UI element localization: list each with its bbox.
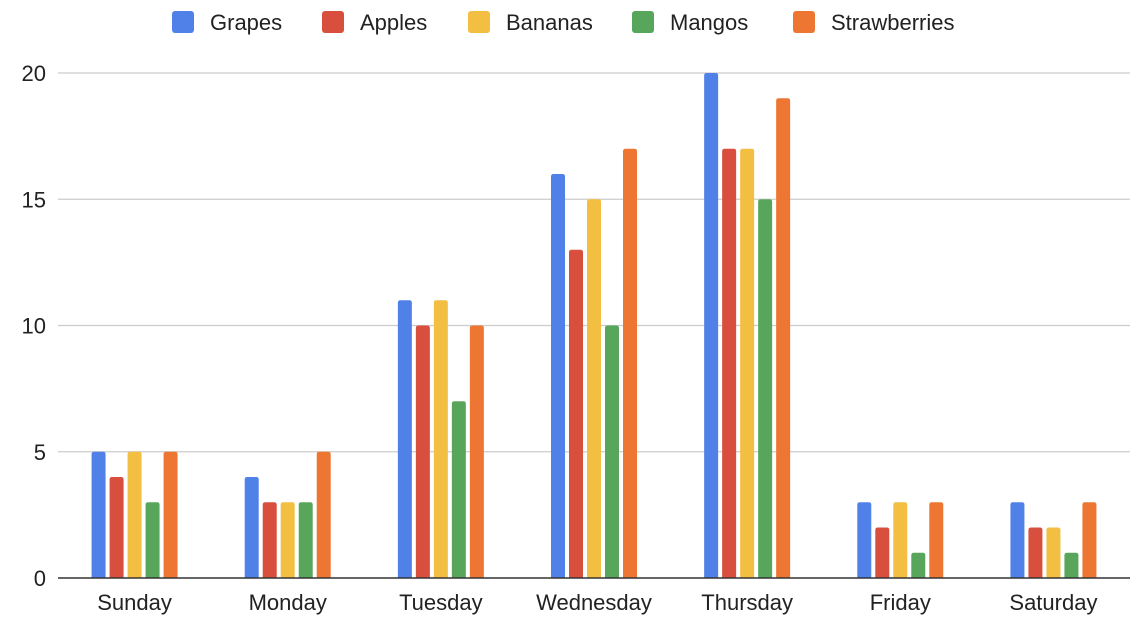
- bar-mangos-saturday: [1064, 552, 1079, 578]
- legend-swatch: [322, 11, 344, 33]
- legend-item-mangos: Mangos: [632, 10, 748, 35]
- bar-bananas-monday: [280, 502, 295, 578]
- bar-strawberries-tuesday: [469, 325, 484, 578]
- legend-item-strawberries: Strawberries: [793, 10, 954, 35]
- bar-apples-tuesday: [415, 325, 430, 578]
- bar-apples-thursday: [722, 148, 737, 578]
- bar-apples-sunday: [109, 477, 124, 578]
- y-tick-label: 20: [22, 61, 46, 86]
- bar-grapes-thursday: [704, 73, 719, 578]
- y-tick-label: 15: [22, 187, 46, 212]
- bar-group-monday: [244, 451, 331, 578]
- x-tick-label: Friday: [870, 590, 931, 615]
- bar-strawberries-thursday: [776, 98, 791, 578]
- x-tick-label: Saturday: [1009, 590, 1097, 615]
- bar-mangos-friday: [911, 552, 926, 578]
- bar-apples-wednesday: [569, 249, 583, 578]
- bar-bananas-tuesday: [433, 300, 448, 578]
- bar-grapes-wednesday: [551, 174, 565, 578]
- legend-label: Grapes: [210, 10, 282, 35]
- bar-apples-friday: [875, 527, 890, 578]
- bar-bananas-friday: [893, 502, 908, 578]
- legend-item-bananas: Bananas: [468, 10, 593, 35]
- bar-grapes-sunday: [91, 451, 106, 578]
- legend-swatch: [468, 11, 490, 33]
- bar-strawberries-saturday: [1082, 502, 1097, 578]
- bar-grapes-saturday: [1010, 502, 1025, 578]
- bar-mangos-thursday: [758, 199, 773, 578]
- bar-group-thursday: [704, 73, 791, 578]
- bar-group-saturday: [1010, 502, 1097, 578]
- legend-item-grapes: Grapes: [172, 10, 282, 35]
- legend-swatch: [172, 11, 194, 33]
- y-tick-label: 10: [22, 314, 46, 339]
- x-tick-label: Wednesday: [536, 590, 652, 615]
- bar-strawberries-monday: [316, 451, 331, 578]
- bar-bananas-thursday: [740, 148, 755, 578]
- bar-group-friday: [857, 502, 944, 578]
- x-tick-label: Sunday: [97, 590, 172, 615]
- legend-label: Mangos: [670, 10, 748, 35]
- legend-swatch: [793, 11, 815, 33]
- bar-strawberries-wednesday: [623, 148, 637, 578]
- bar-grapes-monday: [244, 477, 259, 578]
- y-axis-tick-labels: 0 5 10 15 20: [22, 61, 46, 591]
- legend: Grapes Apples Bananas Mangos Strawberries: [172, 10, 954, 35]
- bar-mangos-monday: [298, 502, 313, 578]
- legend-label: Strawberries: [831, 10, 954, 35]
- bar-bananas-saturday: [1046, 527, 1061, 578]
- bar-bananas-wednesday: [587, 199, 601, 578]
- x-tick-label: Thursday: [701, 590, 793, 615]
- bar-group-tuesday: [397, 300, 484, 578]
- bar-apples-saturday: [1028, 527, 1043, 578]
- bar-group-sunday: [91, 451, 178, 578]
- legend-label: Apples: [360, 10, 427, 35]
- x-tick-label: Monday: [249, 590, 327, 615]
- legend-item-apples: Apples: [322, 10, 427, 35]
- legend-label: Bananas: [506, 10, 593, 35]
- bar-strawberries-sunday: [163, 451, 178, 578]
- bar-group-wednesday: [551, 148, 637, 578]
- bar-bananas-sunday: [127, 451, 142, 578]
- legend-swatch: [632, 11, 654, 33]
- bar-apples-monday: [262, 502, 277, 578]
- bar-grapes-friday: [857, 502, 872, 578]
- bar-mangos-sunday: [145, 502, 160, 578]
- x-tick-label: Tuesday: [399, 590, 483, 615]
- x-axis-tick-labels: Sunday Monday Tuesday Wednesday Thursday Frid…: [97, 590, 1097, 615]
- bar-grapes-tuesday: [397, 300, 412, 578]
- y-tick-label: 0: [34, 566, 46, 591]
- bars: [91, 73, 1097, 578]
- bar-strawberries-friday: [929, 502, 944, 578]
- bar-mangos-tuesday: [451, 401, 466, 578]
- bar-mangos-wednesday: [605, 325, 619, 578]
- y-tick-label: 5: [34, 440, 46, 465]
